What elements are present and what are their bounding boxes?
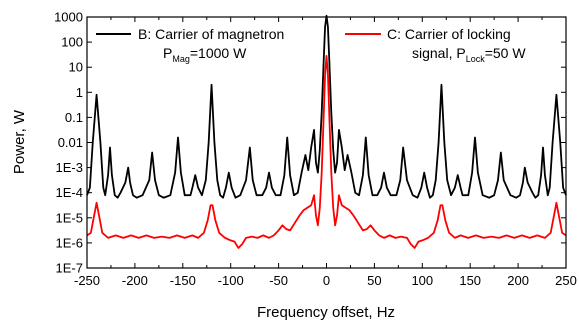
- legend-b-label: B: Carrier of magnetron: [138, 26, 284, 42]
- x-tick-label: -100: [218, 273, 244, 288]
- y-tick-label: 1E-3: [56, 160, 83, 175]
- y-tick-label: 0.1: [65, 110, 83, 125]
- x-tick-label: 0: [323, 273, 330, 288]
- series-layer: [86, 14, 567, 249]
- x-tick-label: 150: [459, 273, 481, 288]
- y-tick-label: 1000: [54, 10, 83, 25]
- y-tick-label: 100: [61, 35, 83, 50]
- legend-b-power: PMag=1000 W: [163, 45, 247, 64]
- y-tick-label: 1E-5: [56, 210, 83, 225]
- x-tick-label: -250: [74, 273, 100, 288]
- x-axis: -250 -200 -150 -100 -50 0 50 100 150 200 250: [74, 17, 577, 288]
- x-tick-label: -200: [122, 273, 148, 288]
- series-line-c: [86, 55, 567, 249]
- x-tick-label: 200: [507, 273, 529, 288]
- x-axis-title: Frequency offset, Hz: [257, 304, 395, 321]
- x-tick-label: 100: [411, 273, 433, 288]
- series-line-b: [86, 14, 567, 199]
- y-tick-label: 1E-7: [56, 261, 83, 276]
- x-tick-label: -150: [170, 273, 196, 288]
- y-tick-label: 1E-4: [56, 185, 83, 200]
- legend-b: B: Carrier of magnetron PMag=1000 W: [96, 26, 284, 64]
- x-tick-label: 50: [367, 273, 381, 288]
- x-tick-label: 250: [555, 273, 577, 288]
- y-tick-label: 1E-6: [56, 235, 83, 250]
- y-tick-label: 1: [76, 85, 83, 100]
- legend-c: C: Carrier of locking signal, PLock=50 W: [345, 26, 526, 64]
- y-tick-label: 10: [69, 60, 83, 75]
- legend-c-label: C: Carrier of locking: [387, 26, 511, 42]
- x-tick-label: -50: [269, 273, 288, 288]
- y-axis-title: Power, W: [11, 109, 28, 174]
- y-axis: 1000 100 10 1 0.1 0.01 1E-3 1E-4 1E-5 1E-6 1E-7: [54, 10, 566, 276]
- y-tick-label: 0.01: [58, 135, 83, 150]
- legend-c-power: signal, PLock=50 W: [412, 45, 526, 64]
